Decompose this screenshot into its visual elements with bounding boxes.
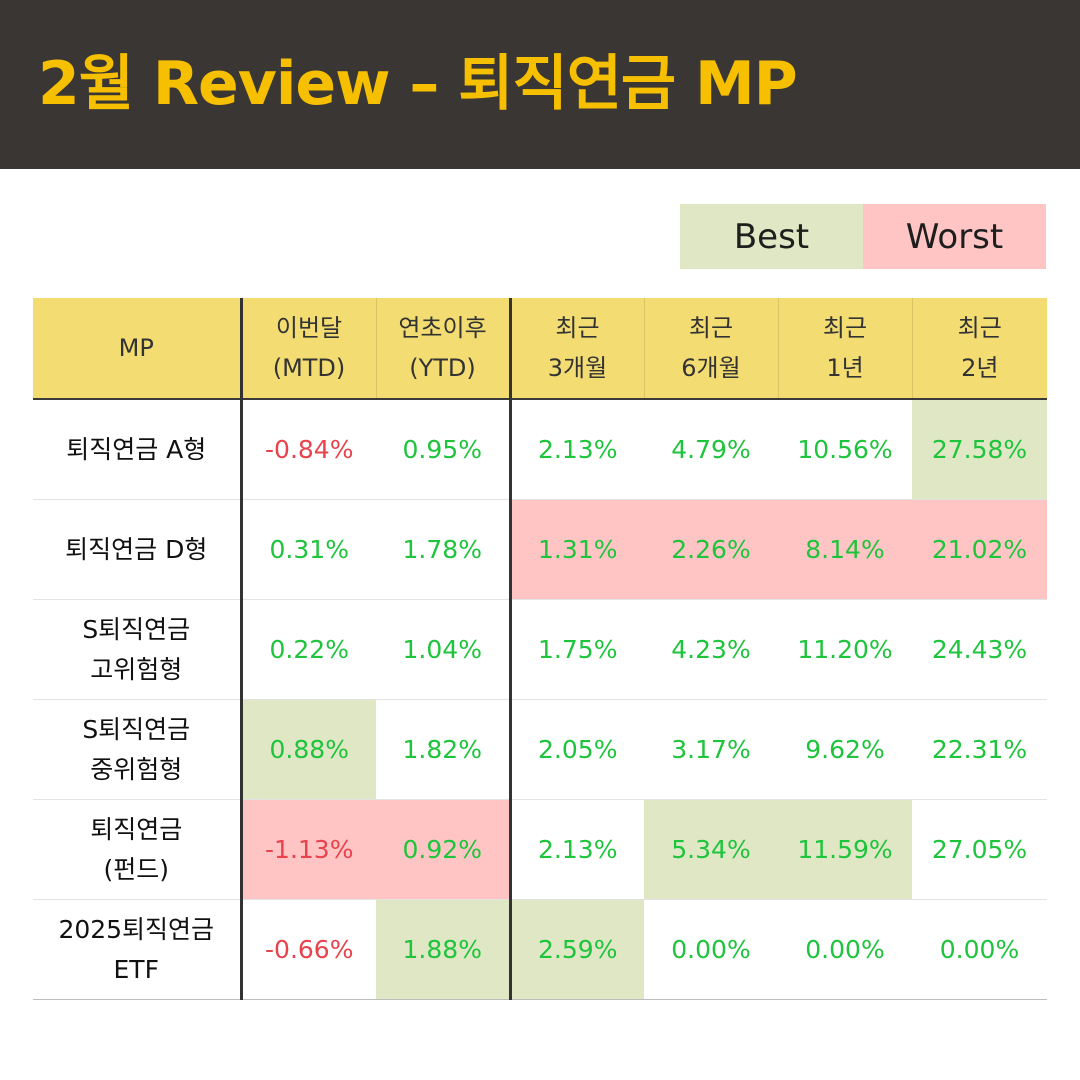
return-value-cell: -0.66% bbox=[239, 899, 376, 1000]
mp-name-line1: 퇴직연금 bbox=[90, 814, 183, 844]
mp-name-line1: S퇴직연금 bbox=[82, 614, 191, 644]
return-value-cell: 2.13% bbox=[508, 799, 644, 900]
table-body: 퇴직연금 A형 -0.84% 0.95% 2.13% 4.79% 10.56% 27.58%… bbox=[33, 399, 1047, 1000]
return-value-cell: 5.34% bbox=[644, 799, 778, 900]
column-header-line2: 2년 bbox=[961, 354, 999, 382]
return-value-cell: 1.88% bbox=[376, 899, 510, 1000]
column-header: 최근 3개월 bbox=[508, 298, 644, 400]
returns-table: MP 이번달 (MTD) 연초이후 (YTD) 최근 3개월 최근 6개월 최근 1년 최근 2년 퇴직… bbox=[33, 298, 1047, 1000]
return-value-cell: 0.92% bbox=[376, 799, 510, 900]
return-value-cell: 1.82% bbox=[376, 699, 510, 800]
return-value-cell: 0.31% bbox=[239, 499, 376, 600]
return-value-cell: 27.58% bbox=[912, 399, 1047, 500]
header-bar: 2월 Review – 퇴직연금 MP bbox=[0, 0, 1080, 169]
column-header-line2: 1년 bbox=[826, 354, 864, 382]
return-value-cell: 1.78% bbox=[376, 499, 510, 600]
return-value-cell: -0.84% bbox=[239, 399, 376, 500]
return-value-cell: 3.17% bbox=[644, 699, 778, 800]
return-value-cell: 0.95% bbox=[376, 399, 510, 500]
column-header-line1: 최근 bbox=[555, 314, 600, 342]
return-value-cell: 21.02% bbox=[912, 499, 1047, 600]
return-value-cell: 0.00% bbox=[912, 899, 1047, 1000]
return-value-cell: 4.79% bbox=[644, 399, 778, 500]
table-row: 2025퇴직연금 ETF -0.66% 1.88% 2.59% 0.00% 0.00% 0.0… bbox=[33, 899, 1047, 1000]
return-value-cell: 8.14% bbox=[778, 499, 912, 600]
return-value-cell: 11.20% bbox=[778, 599, 912, 700]
mp-name-cell: 퇴직연금 A형 bbox=[33, 399, 241, 500]
mp-name-line2: 중위험형 bbox=[90, 754, 183, 784]
column-header-line1: MP bbox=[118, 334, 154, 362]
column-header-line2: (MTD) bbox=[272, 354, 346, 382]
mp-name-cell: 2025퇴직연금 ETF bbox=[33, 899, 241, 1000]
mp-name-line1: 퇴직연금 A형 bbox=[66, 434, 207, 464]
column-header-line1: 최근 bbox=[822, 314, 868, 342]
column-header-line2: (YTD) bbox=[409, 354, 476, 382]
table-row: 퇴직연금 (펀드) -1.13% 0.92% 2.13% 5.34% 11.59% 27.05… bbox=[33, 799, 1047, 900]
return-value-cell: 24.43% bbox=[912, 599, 1047, 700]
return-value-cell: 0.22% bbox=[239, 599, 376, 700]
return-value-cell: 1.31% bbox=[508, 499, 644, 600]
mp-name-line2: 고위험형 bbox=[90, 654, 183, 684]
column-header: 이번달 (MTD) bbox=[239, 298, 376, 400]
column-header-line2: 6개월 bbox=[681, 354, 741, 382]
legend-worst: Worst bbox=[863, 204, 1046, 269]
mp-name-line1: 2025퇴직연금 bbox=[58, 914, 215, 944]
return-value-cell: 0.88% bbox=[239, 699, 376, 800]
legend: Best Worst bbox=[680, 204, 1046, 269]
table-header-row: MP 이번달 (MTD) 연초이후 (YTD) 최근 3개월 최근 6개월 최근 1년 최근 2년 bbox=[33, 298, 1047, 400]
column-header-line1: 최근 bbox=[688, 314, 734, 342]
mp-name-cell: 퇴직연금 (펀드) bbox=[33, 799, 241, 900]
return-value-cell: 11.59% bbox=[778, 799, 912, 900]
page-title: 2월 Review – 퇴직연금 MP bbox=[38, 49, 798, 119]
mp-name-line1: S퇴직연금 bbox=[82, 714, 191, 744]
column-header-line1: 연초이후 bbox=[398, 314, 487, 342]
return-value-cell: 2.59% bbox=[508, 899, 644, 1000]
mp-name-cell: 퇴직연금 D형 bbox=[33, 499, 241, 600]
return-value-cell: 2.13% bbox=[508, 399, 644, 500]
table-row: 퇴직연금 D형 0.31% 1.78% 1.31% 2.26% 8.14% 21.02% bbox=[33, 499, 1047, 600]
return-value-cell: 1.04% bbox=[376, 599, 510, 700]
return-value-cell: -1.13% bbox=[239, 799, 376, 900]
return-value-cell: 2.05% bbox=[508, 699, 644, 800]
return-value-cell: 1.75% bbox=[508, 599, 644, 700]
table-row: S퇴직연금 고위험형 0.22% 1.04% 1.75% 4.23% 11.20% 24.43… bbox=[33, 599, 1047, 700]
mp-name-line2: ETF bbox=[113, 954, 159, 984]
return-value-cell: 27.05% bbox=[912, 799, 1047, 900]
column-header: 최근 2년 bbox=[911, 298, 1047, 400]
table-row: 퇴직연금 A형 -0.84% 0.95% 2.13% 4.79% 10.56% 27.58% bbox=[33, 399, 1047, 500]
table-row: S퇴직연금 중위험형 0.88% 1.82% 2.05% 3.17% 9.62% 22.31% bbox=[33, 699, 1047, 800]
return-value-cell: 9.62% bbox=[778, 699, 912, 800]
return-value-cell: 22.31% bbox=[912, 699, 1047, 800]
column-header-line1: 최근 bbox=[957, 314, 1002, 342]
column-header-line2: 3개월 bbox=[547, 354, 608, 382]
return-value-cell: 10.56% bbox=[778, 399, 912, 500]
return-value-cell: 2.26% bbox=[644, 499, 778, 600]
column-header: 최근 6개월 bbox=[643, 298, 778, 400]
column-header: MP bbox=[33, 298, 241, 400]
column-header: 최근 1년 bbox=[777, 298, 912, 400]
legend-best: Best bbox=[680, 204, 863, 269]
return-value-cell: 0.00% bbox=[778, 899, 912, 1000]
return-value-cell: 4.23% bbox=[644, 599, 778, 700]
return-value-cell: 0.00% bbox=[644, 899, 778, 1000]
column-header-line1: 이번달 bbox=[275, 314, 343, 342]
mp-name-line2: (펀드) bbox=[103, 854, 169, 884]
mp-name-line1: 퇴직연금 D형 bbox=[65, 534, 208, 564]
column-header: 연초이후 (YTD) bbox=[375, 298, 510, 400]
